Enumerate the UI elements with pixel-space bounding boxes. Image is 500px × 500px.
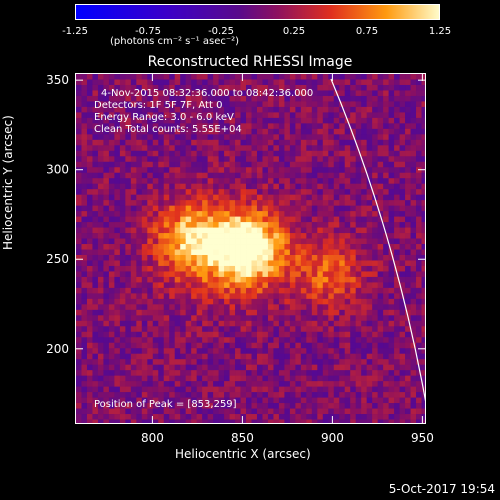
- solar-limb-line: [330, 78, 425, 402]
- plot-area: 4-Nov-2015 08:32:36.000 to 08:42:36.000D…: [75, 73, 426, 424]
- colorbar-units: (photons cm⁻² s⁻¹ asec⁻²): [110, 36, 240, 47]
- colorbar-tick-label: -0.25: [208, 26, 234, 37]
- y-tick-label: 200: [46, 342, 69, 356]
- annotation-line: Energy Range: 3.0 - 6.0 keV: [94, 112, 234, 123]
- heatmap-cells: [76, 74, 425, 423]
- y-tick-label: 250: [46, 252, 69, 266]
- x-tick-label: 800: [141, 431, 164, 445]
- colorbar-tick-label: 1.25: [428, 26, 452, 37]
- colorbar-tick-label: 0.25: [282, 26, 306, 37]
- x-tick-label: 850: [231, 431, 254, 445]
- annotation-line: Detectors: 1F 5F 7F, Att 0: [94, 100, 222, 111]
- peak-position-label: Position of Peak = [853,259]: [94, 399, 237, 410]
- colorbar-tick-label: 0.75: [355, 26, 379, 37]
- annotation-line: Clean Total counts: 5.55E+04: [94, 124, 242, 135]
- y-tick-label: 300: [46, 163, 69, 177]
- colorbar-tick-label: -0.75: [135, 26, 161, 37]
- x-tick-label: 900: [321, 431, 344, 445]
- colorbar-tick-label: -1.25: [62, 26, 88, 37]
- footer-date: 5-Oct-2017 19:54: [388, 482, 495, 496]
- chart-title: Reconstructed RHESSI Image: [147, 54, 353, 70]
- x-tick-label: 950: [411, 431, 434, 445]
- colorbar-gradient: [75, 4, 440, 20]
- x-axis-label: Heliocentric X (arcsec): [175, 447, 311, 461]
- annotation-line: 4-Nov-2015 08:32:36.000 to 08:42:36.000: [101, 88, 313, 99]
- y-axis-label: Heliocentric Y (arcsec): [1, 115, 15, 250]
- y-tick-label: 350: [46, 73, 69, 87]
